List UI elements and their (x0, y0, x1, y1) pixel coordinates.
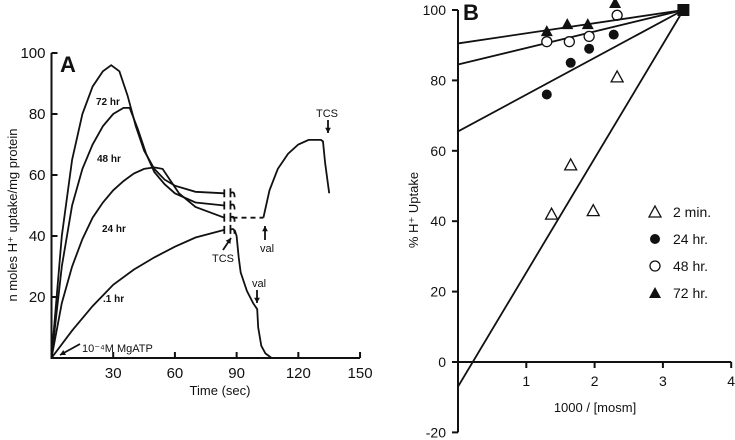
panel-a-xlabel: Time (sec) (190, 383, 251, 398)
y-tick-label: 40 (29, 228, 46, 245)
data-point (544, 206, 559, 220)
y-tick-label: 20 (29, 289, 46, 306)
break-mark (229, 224, 236, 234)
y-tick-label: 20 (430, 284, 446, 300)
data-point (565, 57, 576, 68)
data-point (610, 69, 625, 83)
legend-marker (649, 287, 661, 298)
val-upper-arrow-head (262, 226, 268, 232)
x-tick-label: 90 (228, 365, 245, 382)
panel-b-xlabel: 1000 / [mosm] (554, 400, 636, 415)
curve-48hrhr (50, 107, 225, 359)
panel-a-ylabel: n moles H⁺ uptake/mg protein (5, 128, 20, 301)
curve-72hrhr (50, 64, 225, 359)
common-point (677, 4, 690, 16)
y-tick-label: 100 (20, 45, 45, 62)
y-tick-label: 40 (430, 213, 446, 229)
y-tick-label: 100 (423, 2, 447, 18)
data-point (583, 30, 595, 43)
label-val-lower: val (252, 278, 266, 290)
data-point (584, 43, 595, 54)
data-point (608, 29, 619, 40)
curve-24hrhr (50, 166, 225, 359)
panel-b-label: B (463, 0, 479, 25)
x-tick-label: 4 (727, 373, 735, 389)
label-tcs-lower: TCS (212, 253, 234, 265)
curve-continuation (262, 139, 331, 218)
panel-a: A Time (sec) n moles H⁺ uptake/mg protei… (5, 45, 373, 398)
panel-a-label: A (60, 52, 76, 77)
legend-label: 2 min. (673, 204, 711, 220)
data-point (609, 0, 622, 8)
break-mark (229, 200, 236, 210)
break-mark (229, 188, 236, 198)
label-24hr: 24 hr (102, 224, 126, 235)
x-tick-label: 3 (659, 373, 667, 389)
y-tick-label: -20 (426, 424, 446, 440)
x-tick-label: 150 (348, 365, 373, 382)
fit-line (457, 9, 685, 388)
data-point (563, 157, 578, 171)
legend-label: 72 hr. (673, 285, 708, 301)
curve-continuation (233, 229, 273, 359)
x-tick-label: 60 (167, 365, 184, 382)
label-mgatp: 10⁻⁴M MgATP (82, 343, 153, 355)
panel-b: B 1000 / [mosm] % H⁺ Uptake -20 0 20 40 60 80… (406, 0, 735, 440)
legend-marker (647, 204, 663, 218)
y-tick-label: 60 (29, 167, 46, 184)
data-point (586, 203, 601, 217)
curve-1hrhr (50, 229, 225, 359)
label-72hr: 72 hr (96, 97, 120, 108)
legend-marker (650, 234, 660, 244)
data-point (581, 18, 594, 30)
label-48hr: 48 hr (97, 154, 121, 165)
fit-line (457, 9, 684, 133)
tcs-lower-arrow-head (225, 238, 231, 244)
data-point (541, 89, 552, 100)
data-point (563, 36, 575, 48)
data-point (541, 36, 553, 48)
val-lower-arrow-head (254, 297, 260, 303)
data-point (561, 18, 574, 30)
legend-label: 48 hr. (673, 258, 708, 274)
y-tick-label: 80 (430, 72, 446, 88)
mgatp-arrow-head (60, 349, 66, 355)
x-tick-label: 1 (522, 373, 530, 389)
panel-b-ylabel: % H⁺ Uptake (406, 172, 421, 248)
y-tick-label: 80 (29, 106, 46, 123)
y-tick-label: 0 (438, 354, 446, 370)
x-tick-label: 120 (286, 365, 311, 382)
y-tick-label: 60 (430, 143, 446, 159)
x-tick-label: 2 (591, 373, 599, 389)
x-tick-label: 30 (105, 365, 122, 382)
legend-marker (649, 260, 661, 272)
data-point (540, 25, 553, 37)
label-tcs-upper: TCS (316, 108, 338, 120)
legend-label: 24 hr. (673, 231, 708, 247)
label-1hr: .1 hr (103, 294, 124, 305)
label-val-upper: val (260, 243, 274, 255)
tcs-upper-arrow-head (325, 127, 331, 133)
